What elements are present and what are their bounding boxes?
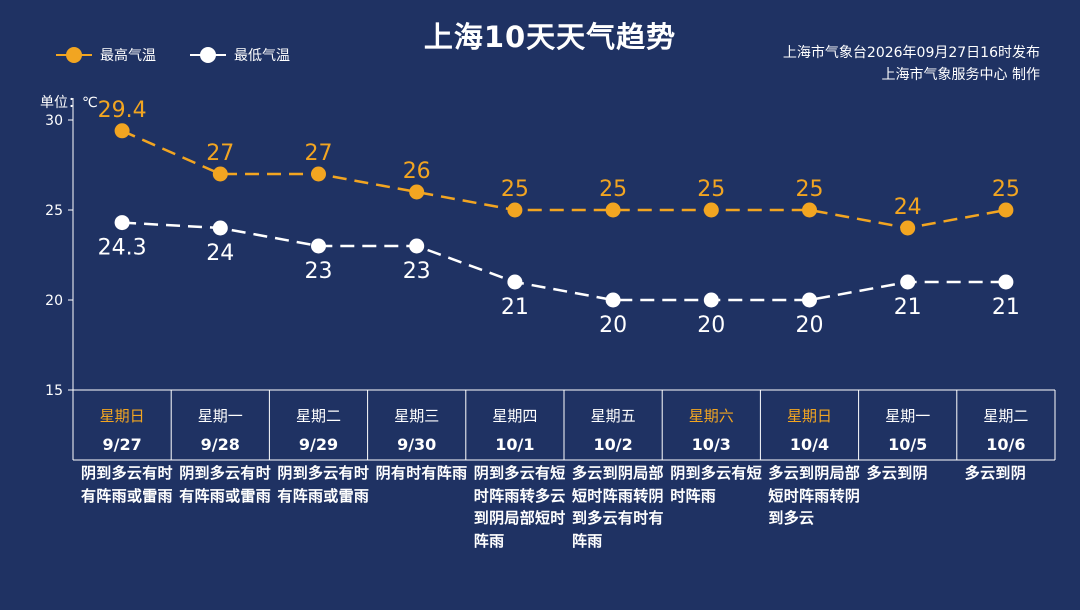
max-temp-label: 24	[894, 195, 922, 220]
min-temp-label: 21	[992, 295, 1020, 320]
legend-min-label: 最低气温	[234, 48, 290, 64]
min-temp-label: 21	[894, 295, 922, 320]
date-label: 9/30	[397, 435, 436, 454]
min-temp-line	[122, 221, 1006, 302]
max-temp-point	[900, 220, 916, 236]
max-temp-label: 27	[305, 141, 333, 166]
max-temp-point	[212, 166, 228, 182]
min-temp-point	[900, 274, 916, 290]
weekday-label: 星期三	[394, 407, 439, 425]
min-temp-label: 24	[206, 241, 234, 266]
min-temp-point	[605, 292, 621, 308]
min-temp-point	[507, 274, 523, 290]
max-temp-point	[311, 166, 326, 182]
legend-min-temp: 最低气温	[190, 46, 290, 64]
y-tick-label: 30	[45, 113, 63, 129]
weather-description: 阴到多云有时有阵雨或雷雨	[277, 464, 370, 505]
max-temp-point	[998, 202, 1014, 218]
date-label: 9/27	[102, 435, 141, 454]
min-temp-label: 21	[501, 295, 529, 320]
weekday-label: 星期日	[787, 407, 832, 425]
weather-description: 多云到阴局部短时阵雨转阴到多云	[768, 464, 861, 527]
max-temp-label: 27	[206, 141, 234, 166]
max-temp-label: 29.4	[98, 98, 147, 123]
min-temp-label: 20	[599, 313, 627, 338]
max-temp-point	[114, 123, 130, 139]
max-temp-label: 25	[599, 177, 627, 202]
date-label: 10/5	[888, 435, 927, 454]
max-temp-point	[703, 202, 719, 218]
weather-description: 多云到阴	[866, 464, 928, 482]
legend-max-marker	[56, 46, 92, 64]
date-label: 10/6	[986, 435, 1025, 454]
weekday-label: 星期一	[198, 407, 243, 425]
max-temp-label: 25	[992, 177, 1020, 202]
min-temp-point	[703, 292, 719, 308]
max-temp-point	[507, 202, 523, 218]
weekday-label: 星期日	[100, 407, 145, 425]
weather-description: 多云到阴	[964, 464, 1026, 482]
min-temp-point	[311, 238, 326, 254]
min-temp-point	[409, 238, 425, 254]
y-tick-label: 15	[45, 383, 63, 399]
date-label: 9/29	[299, 435, 338, 454]
producer-line: 上海市气象服务中心 制作	[881, 67, 1040, 83]
date-label: 10/4	[790, 435, 829, 454]
min-temp-label: 20	[796, 313, 824, 338]
date-label: 10/2	[593, 435, 632, 454]
max-temp-label: 25	[697, 177, 725, 202]
weekday-label: 星期二	[296, 407, 341, 425]
min-temp-label: 23	[305, 259, 333, 284]
weekday-label: 星期一	[885, 407, 930, 425]
min-temp-label: 23	[403, 259, 431, 284]
legend-max-temp: 最高气温	[56, 46, 156, 64]
weekday-label: 星期六	[689, 407, 734, 425]
min-temp-label: 24.3	[98, 236, 147, 261]
weekday-label: 星期五	[591, 407, 636, 425]
unit-label: 单位：℃	[40, 95, 98, 111]
max-temp-point	[409, 184, 425, 200]
max-temp-label: 25	[501, 177, 529, 202]
legend-max-label: 最高气温	[100, 48, 156, 64]
weather-description: 阴到多云有短时阵雨转多云到阴局部短时阵雨	[473, 464, 566, 550]
weather-description: 阴到多云有时有阵雨或雷雨	[81, 464, 173, 505]
weather-description: 多云到阴局部短时阵雨转阴到多云有时有阵雨	[572, 464, 664, 550]
max-temp-line	[121, 129, 1007, 230]
legend-min-marker	[190, 46, 226, 64]
y-tick-label: 20	[45, 293, 63, 309]
min-temp-label: 20	[697, 313, 725, 338]
max-temp-point	[605, 202, 621, 218]
y-tick-label: 25	[45, 203, 63, 219]
max-temp-label: 25	[796, 177, 824, 202]
weekday-label: 星期二	[983, 407, 1028, 425]
weather-description: 阴到多云有时有阵雨或雷雨	[179, 464, 271, 505]
max-temp-point	[802, 202, 817, 218]
date-label: 9/28	[201, 435, 240, 454]
date-label: 10/1	[495, 435, 534, 454]
chart-title: 上海10天天气趋势	[423, 20, 677, 54]
weather-description: 阴有时有阵雨	[375, 464, 468, 482]
max-temp-label: 26	[403, 159, 431, 184]
weekday-label: 星期四	[492, 407, 537, 425]
min-temp-point	[998, 274, 1014, 290]
min-temp-point	[114, 215, 130, 231]
min-temp-point	[802, 292, 817, 308]
date-label: 10/3	[692, 435, 731, 454]
min-temp-point	[212, 220, 228, 236]
weather-description: 阴到多云有短时阵雨	[670, 464, 762, 505]
issuer-line: 上海市气象台2026年09月27日16时发布	[782, 45, 1040, 61]
